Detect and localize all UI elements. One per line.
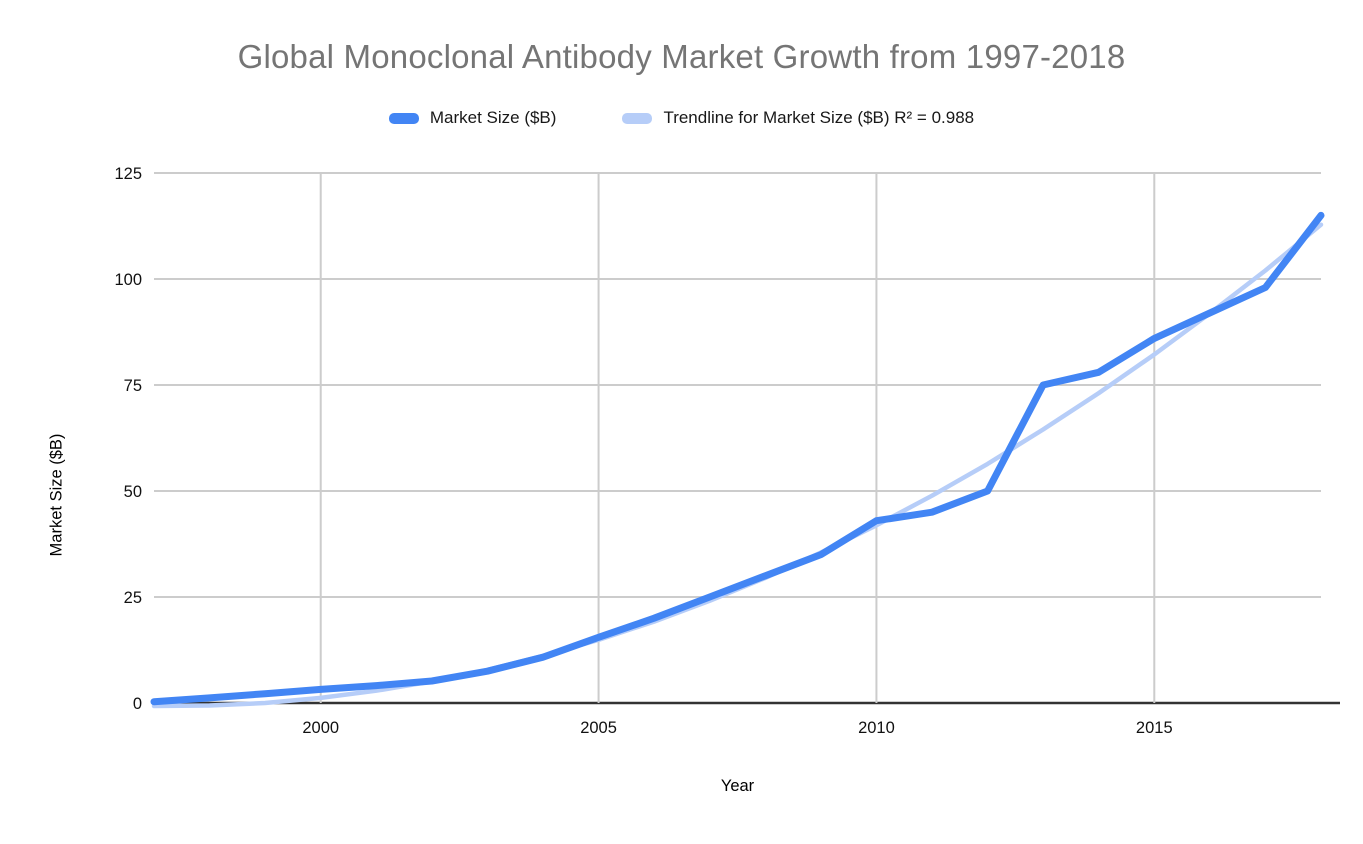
y-tick-label-50: 50 [124,483,142,501]
y-tick-label-75: 75 [124,377,142,395]
chart-title: Global Monoclonal Antibody Market Growth… [237,38,1126,75]
x-tick-label-2005: 2005 [580,719,617,737]
series-line-market-size [150,211,1325,706]
legend-label-market-size: Market Size ($B) [429,108,557,127]
y-tick-label-125: 125 [114,165,142,183]
x-axis-title: Year [720,777,755,795]
trendline [151,222,1324,709]
legend-item-market-size: Market Size ($B) [388,108,557,128]
x-tick-label-2015: 2015 [1136,719,1173,737]
x-tick-label-2010: 2010 [858,719,895,737]
x-tick-label-2000: 2000 [302,719,339,737]
legend-item-trendline: Trendline for Market Size ($B) R² = 0.98… [622,108,974,128]
legend-swatch-trendline [622,112,653,124]
legend-label-trendline: Trendline for Market Size ($B) R² = 0.98… [663,108,975,127]
legend-swatch-market-size [388,112,419,124]
legend: Market Size ($B) Trendline for Market Si… [0,103,1363,133]
y-tick-label-25: 25 [124,589,142,607]
y-tick-label-100: 100 [114,271,142,289]
y-tick-label-0: 0 [133,695,142,713]
